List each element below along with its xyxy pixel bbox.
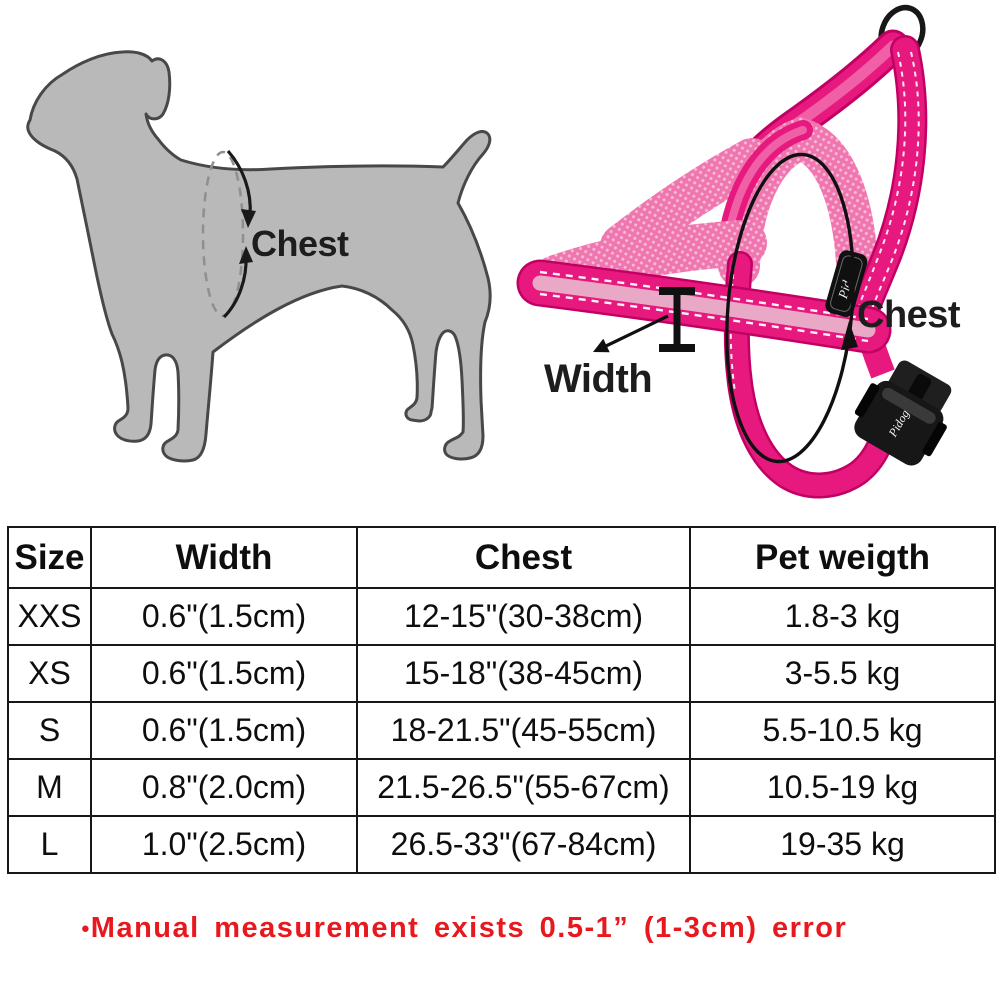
table-cell: 3-5.5 kg [689, 644, 996, 703]
harness-width-label: Width [544, 357, 652, 401]
dog-chest-label: Chest [251, 223, 349, 264]
measurement-error-text: Manual measurement exists 0.5-1” (1-3cm)… [90, 912, 848, 944]
illustrations: Chest [26, 4, 961, 499]
table-header-cell: Chest [356, 526, 691, 589]
table-cell: 12-15"(30-38cm) [356, 587, 691, 646]
table-cell: 19-35 kg [689, 815, 996, 874]
table-cell: 5.5-10.5 kg [689, 701, 996, 760]
table-row: M 0.8"(2.0cm) 21.5-26.5"(55-67cm) 10.5-19 k… [7, 758, 996, 817]
size-table: Size Width Chest Pet weigth XXS 0.6"(1.5cm) 1… [7, 526, 996, 874]
dog-measurement-diagram: Chest [26, 50, 492, 463]
table-cell: XXS [7, 587, 92, 646]
right-strap-stitch-left [857, 51, 907, 309]
size-table-body: XXS 0.6"(1.5cm) 12-15"(30-38cm) 1.8-3 kg XS 0… [7, 587, 996, 874]
arrow-left-icon [593, 338, 610, 353]
right-strap-face [850, 37, 925, 327]
table-cell: 0.6"(1.5cm) [90, 644, 358, 703]
width-measure-ibeam [659, 287, 695, 352]
table-cell: 0.6"(1.5cm) [90, 587, 358, 646]
table-cell: 26.5-33"(67-84cm) [356, 815, 691, 874]
table-cell: 15-18"(38-45cm) [356, 644, 691, 703]
table-cell: S [7, 701, 92, 760]
table-cell: L [7, 815, 92, 874]
table-cell: 0.8"(2.0cm) [90, 758, 358, 817]
bullet-icon: ● [80, 920, 90, 937]
chest-measure-ellipse [725, 152, 855, 464]
buckle-icon: Pidog [854, 360, 952, 466]
table-row: XS 0.6"(1.5cm) 15-18"(38-45cm) 3-5.5 kg [7, 644, 996, 703]
table-cell: XS [7, 644, 92, 703]
table-cell: 1.8-3 kg [689, 587, 996, 646]
table-cell: 10.5-19 kg [689, 758, 996, 817]
chest-strap-reflective-stripe [532, 275, 876, 338]
girth-stitching [729, 263, 736, 393]
size-table-header-row: Size Width Chest Pet weigth [7, 526, 996, 589]
table-header-cell: Width [90, 526, 358, 589]
width-arrow-line [605, 314, 669, 348]
table-header-cell: Size [7, 526, 92, 589]
table-cell: 0.6"(1.5cm) [90, 701, 358, 760]
table-cell: 1.0"(2.5cm) [90, 815, 358, 874]
girth-strap-face [726, 253, 894, 496]
table-row: L 1.0"(2.5cm) 26.5-33"(67-84cm) 19-35 kg [7, 815, 996, 874]
table-cell: 21.5-26.5"(55-67cm) [356, 758, 691, 817]
girth-arrow-top [226, 149, 252, 217]
arrow-up-icon [239, 246, 253, 264]
measurement-error-note: ●Manual measurement exists 0.5-1” (1-3cm… [0, 912, 928, 945]
table-row: S 0.6"(1.5cm) 18-21.5"(45-55cm) 5.5-10.5 kg [7, 701, 996, 760]
arrow-down-icon [843, 267, 859, 296]
dog-silhouette [26, 50, 492, 463]
chest-strap-stitch-top [539, 270, 869, 321]
table-row: XXS 0.6"(1.5cm) 12-15"(30-38cm) 1.8-3 kg [7, 587, 996, 646]
chest-strap-stitch-bottom [539, 292, 869, 343]
table-cell: M [7, 758, 92, 817]
arrow-down-icon [241, 209, 256, 228]
harness-chest-label: Chest [857, 294, 961, 336]
table-cell: 18-21.5"(45-55cm) [356, 701, 691, 760]
harness-diagram: Pidog Pidog Chest [516, 4, 961, 499]
table-header-cell: Pet weigth [689, 526, 996, 589]
arrow-up-icon [841, 321, 858, 350]
